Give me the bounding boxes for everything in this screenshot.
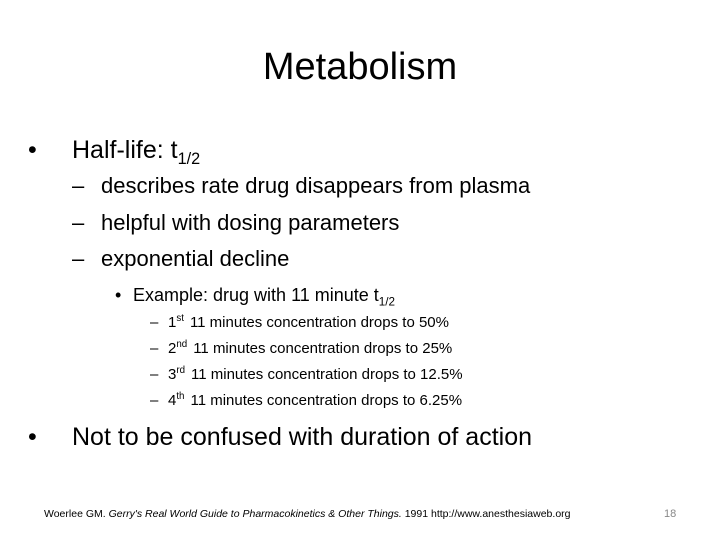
example-item: 2nd 11 minutes concentration drops to 25% [168,339,453,357]
ordinal: 2 [168,340,177,357]
sub-sub-bullet: Example: drug with 11 minute t1/2 [133,285,395,308]
ordinal-suffix: st [176,313,184,324]
page-number: 18 [664,508,677,520]
dash: – [150,366,159,383]
item-text: 11 minutes concentration drops to 6.25% [190,392,463,409]
example-item: 3rd 11 minutes concentration drops to 12.… [168,365,463,383]
item-text: 11 minutes concentration drops to 12.5% [191,366,463,383]
sub-bullet: describes rate drug disappears from plas… [101,173,531,198]
example-item: 1st 11 minutes concentration drops to 50% [168,313,449,331]
item-text: 11 minutes concentration drops to 50% [189,314,449,331]
subscript: 1/2 [177,150,201,168]
bullet-text: Half-life: t [72,136,178,164]
subscript: 1/2 [378,295,396,309]
ordinal-suffix: nd [176,339,188,350]
ordinal: 1 [168,314,177,331]
bullet-mark: • [28,136,37,164]
sub-bullet: exponential decline [101,246,290,271]
ordinal: 3 [168,366,177,383]
dash: – [150,314,159,331]
bullet-mark: • [115,285,122,305]
dash: – [72,246,85,271]
sub-bullet: helpful with dosing parameters [101,210,400,235]
dash: – [150,392,159,409]
footer-author: Woerlee GM. [44,508,106,520]
footer-book: Gerry's Real World Guide to Pharmacokine… [108,508,402,520]
bullet: Half-life: t1/2 [72,136,200,168]
bullet-mark: • [28,423,37,451]
ordinal: 4 [168,392,177,409]
bullet: Not to be confused with duration of acti… [72,423,533,451]
example-item: 4th 11 minutes concentration drops to 6.2… [168,391,463,409]
ordinal-suffix: rd [176,365,186,376]
dash: – [150,340,159,357]
dash: – [72,210,85,235]
item-text: 11 minutes concentration drops to 25% [193,340,453,357]
slide-title: Metabolism [262,46,458,88]
bullet-text: Example: drug with 11 minute t [133,285,379,305]
ordinal-suffix: th [176,391,185,402]
footer: Woerlee GM. Gerry's Real World Guide to … [44,509,571,520]
footer-rest: 1991 http://www.anesthesiaweb.org [404,508,571,520]
dash: – [72,173,85,198]
